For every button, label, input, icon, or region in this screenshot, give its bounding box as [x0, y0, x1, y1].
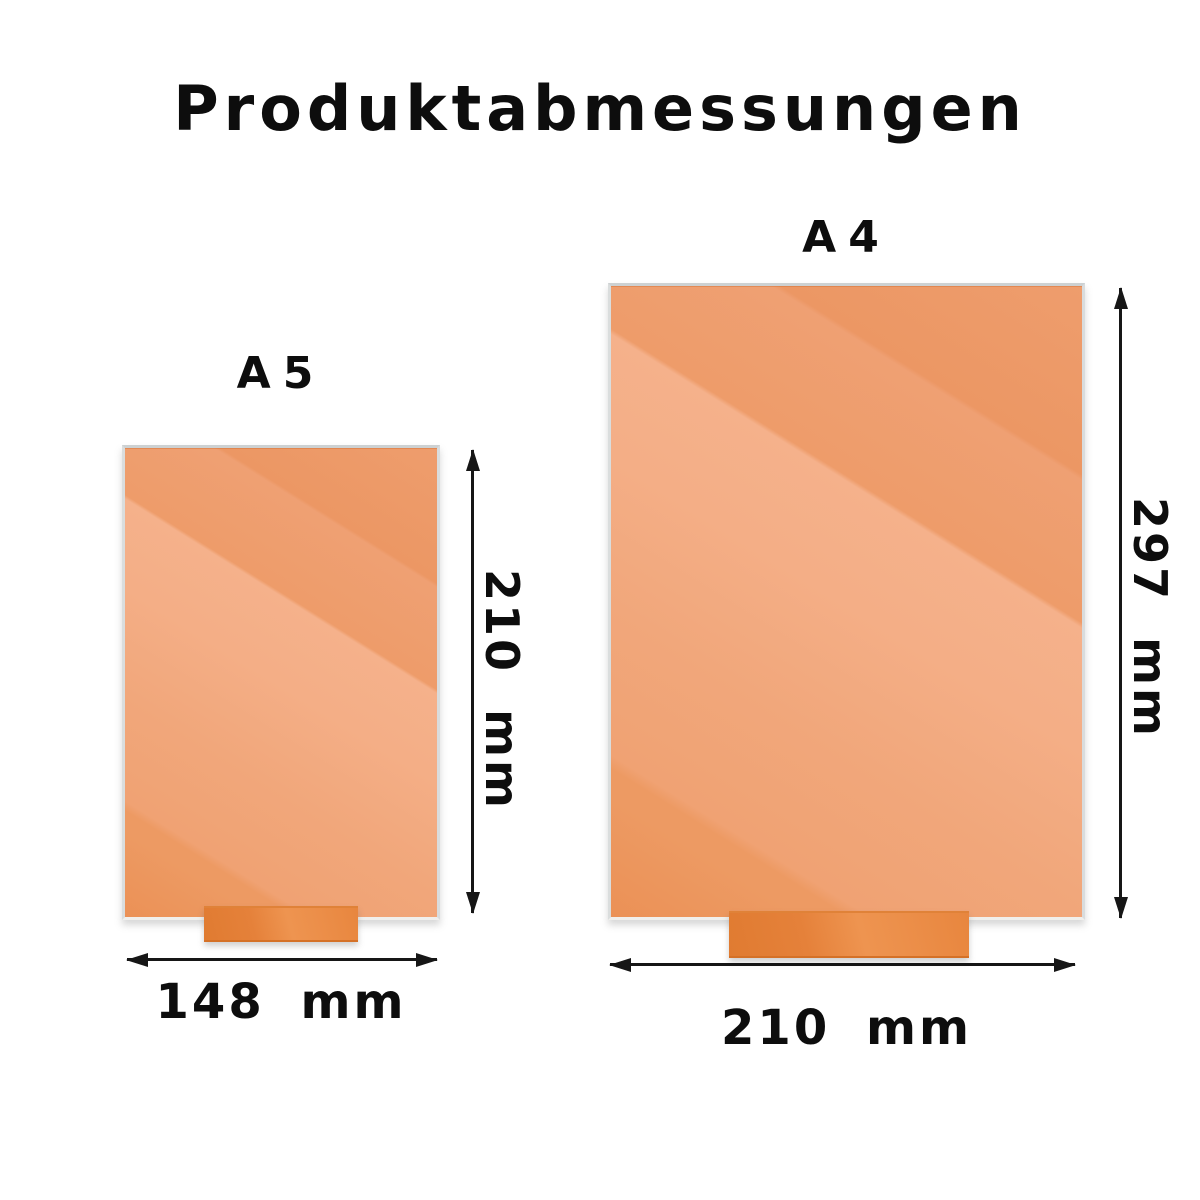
a4-width-label: 210 mm: [721, 1000, 972, 1056]
a5-height-dimension-arrow: [471, 450, 474, 913]
a4-width-dimension-arrow: [610, 963, 1075, 966]
a5-acrylic-plaque: [122, 445, 440, 920]
a4-height-label: 297 mm: [1123, 497, 1177, 739]
a5-width-dimension-arrow: [127, 958, 437, 961]
a5-width-label: 148 mm: [155, 974, 407, 1030]
a4-plaque-stand: [729, 911, 969, 958]
a4-acrylic-plaque: [608, 283, 1085, 920]
a5-plaque-stand: [204, 906, 358, 942]
a4-height-dimension-arrow: [1119, 288, 1122, 918]
a5-size-label: A5: [236, 348, 326, 399]
page-title: Produktabmessungen: [173, 72, 1027, 145]
a4-size-label: A4: [802, 212, 891, 263]
a5-height-label: 210 mm: [475, 569, 529, 811]
